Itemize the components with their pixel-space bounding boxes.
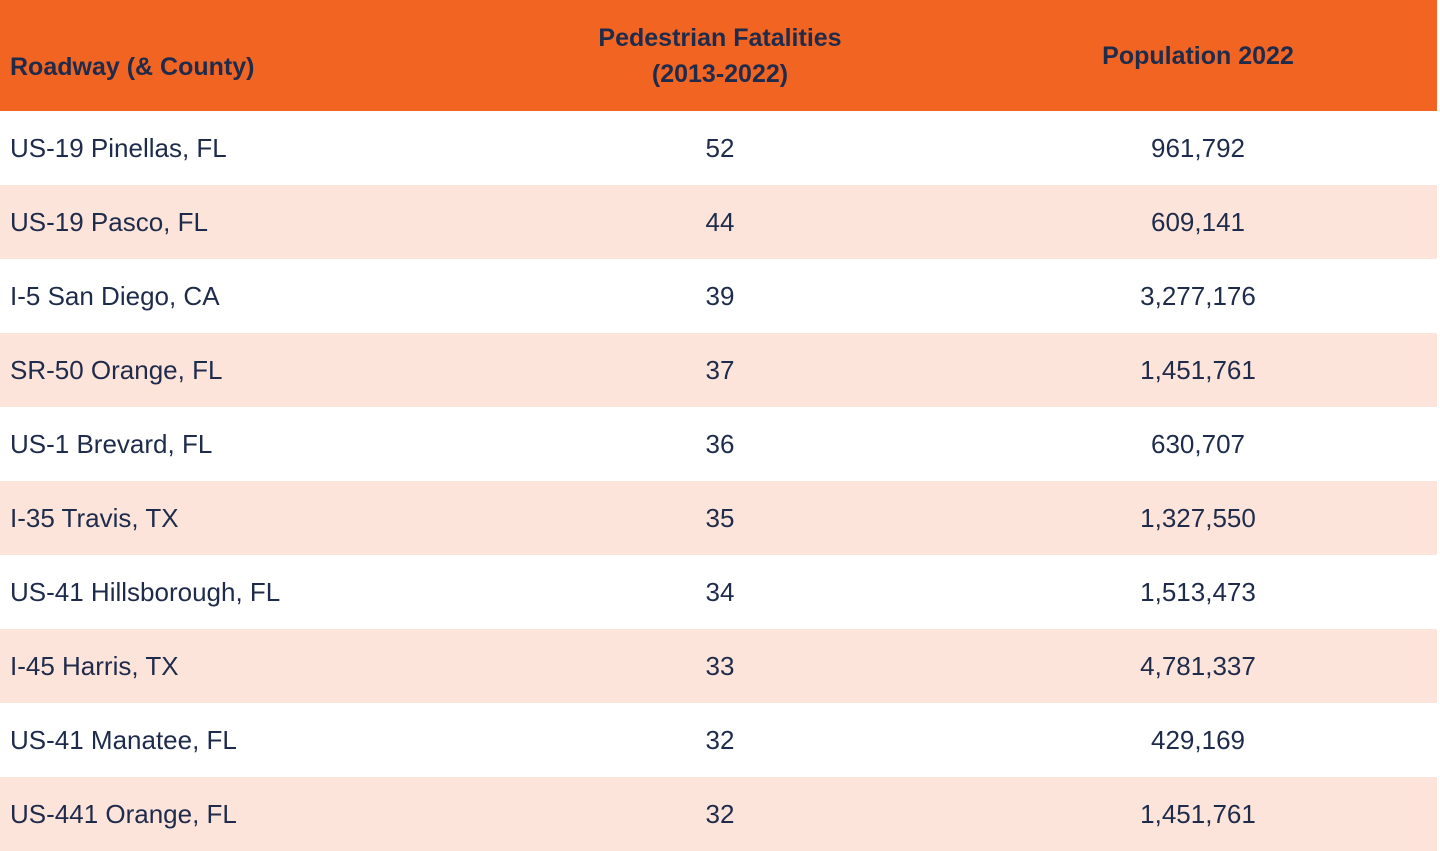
cell-roadway: I-45 Harris, TX (10, 650, 179, 681)
cell-fatalities: 35 (705, 502, 735, 533)
cell-population: 630,707 (1151, 428, 1245, 459)
table-row: US-19 Pasco, FL 44 609,141 (0, 185, 1437, 259)
cell-roadway: US-1 Brevard, FL (10, 428, 213, 459)
column-header-fatalities-line2: (2013-2022) (651, 59, 789, 88)
cell-population: 3,277,176 (1140, 280, 1256, 311)
header-row: Roadway (& County) Pedestrian Fatalities… (0, 0, 1437, 111)
cell-population: 1,327,550 (1140, 502, 1256, 533)
cell-population: 1,513,473 (1140, 576, 1256, 607)
column-header-population: Population 2022 (959, 0, 1437, 111)
cell-roadway: US-41 Manatee, FL (10, 724, 237, 755)
table-row: I-45 Harris, TX 33 4,781,337 (0, 629, 1437, 703)
table-row: US-1 Brevard, FL 36 630,707 (0, 407, 1437, 481)
cell-fatalities: 36 (705, 428, 735, 459)
table-row: US-41 Hillsborough, FL 34 1,513,473 (0, 555, 1437, 629)
table-header: Roadway (& County) Pedestrian Fatalities… (0, 0, 1437, 111)
column-header-roadway: Roadway (& County) (0, 0, 481, 111)
cell-population: 429,169 (1151, 724, 1245, 755)
table-row: US-19 Pinellas, FL 52 961,792 (0, 111, 1437, 185)
cell-fatalities: 32 (705, 798, 735, 829)
cell-population: 609,141 (1151, 206, 1245, 237)
cell-fatalities: 39 (705, 280, 735, 311)
cell-fatalities: 44 (705, 206, 735, 237)
cell-roadway: I-5 San Diego, CA (10, 280, 220, 311)
cell-roadway: US-41 Hillsborough, FL (10, 576, 281, 607)
table-row: I-5 San Diego, CA 39 3,277,176 (0, 259, 1437, 333)
cell-fatalities: 33 (705, 650, 735, 681)
table-row: US-441 Orange, FL 32 1,451,761 (0, 777, 1437, 851)
table-row: SR-50 Orange, FL 37 1,451,761 (0, 333, 1437, 407)
cell-population: 4,781,337 (1140, 650, 1256, 681)
cell-roadway: US-441 Orange, FL (10, 798, 237, 829)
cell-roadway: I-35 Travis, TX (10, 502, 179, 533)
column-header-fatalities-line1: Pedestrian Fatalities (598, 23, 842, 52)
cell-roadway: US-19 Pasco, FL (10, 206, 208, 237)
cell-fatalities: 34 (705, 576, 735, 607)
cell-roadway: SR-50 Orange, FL (10, 354, 223, 385)
cell-fatalities: 52 (705, 132, 735, 163)
cell-fatalities: 37 (705, 354, 735, 385)
cell-population: 1,451,761 (1140, 798, 1256, 829)
table-row: I-35 Travis, TX 35 1,327,550 (0, 481, 1437, 555)
table-body: US-19 Pinellas, FL 52 961,792 US-19 Pasc… (0, 111, 1437, 851)
table-row: US-41 Manatee, FL 32 429,169 (0, 703, 1437, 777)
cell-population: 1,451,761 (1140, 354, 1256, 385)
cell-fatalities: 32 (705, 724, 735, 755)
cell-roadway: US-19 Pinellas, FL (10, 132, 227, 163)
column-header-fatalities: Pedestrian Fatalities (2013-2022) (481, 0, 959, 111)
cell-population: 961,792 (1151, 132, 1245, 163)
